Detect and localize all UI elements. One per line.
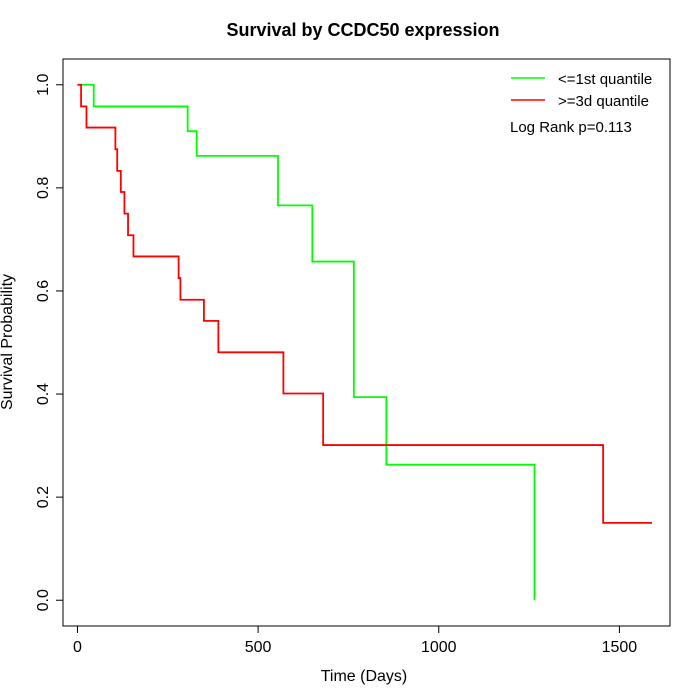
y-tick-label: 0.2 (35, 486, 52, 508)
legend-label-high: >=3d quantile (558, 93, 649, 110)
plot-frame (62, 58, 671, 627)
y-axis: 0.0 0.2 0.4 0.6 0.8 1.0 (35, 74, 64, 611)
series-lines (77, 83, 652, 601)
series-line-0 (77, 83, 536, 601)
y-axis-title: Survival Probability (0, 274, 16, 410)
y-tick-label: 0.4 (35, 383, 52, 405)
y-tick-label: 1.0 (35, 74, 52, 96)
x-tick-label: 1500 (602, 639, 638, 656)
x-axis: 0 500 1000 1500 (73, 625, 638, 656)
legend-label-low: <=1st quantile (558, 71, 652, 88)
x-tick-label: 1000 (421, 639, 457, 656)
x-tick-label: 0 (73, 639, 82, 656)
log-rank-annotation: Log Rank p=0.113 (510, 119, 632, 136)
series-line-1 (77, 83, 652, 524)
y-tick-label: 0.8 (35, 177, 52, 199)
x-axis-title: Time (Days) (321, 668, 408, 685)
legend: <=1st quantile >=3d quantile (511, 71, 652, 110)
x-tick-label: 500 (245, 639, 272, 656)
chart-title: Survival by CCDC50 expression (226, 20, 499, 40)
y-tick-label: 0.6 (35, 280, 52, 302)
y-tick-label: 0.0 (35, 589, 52, 611)
